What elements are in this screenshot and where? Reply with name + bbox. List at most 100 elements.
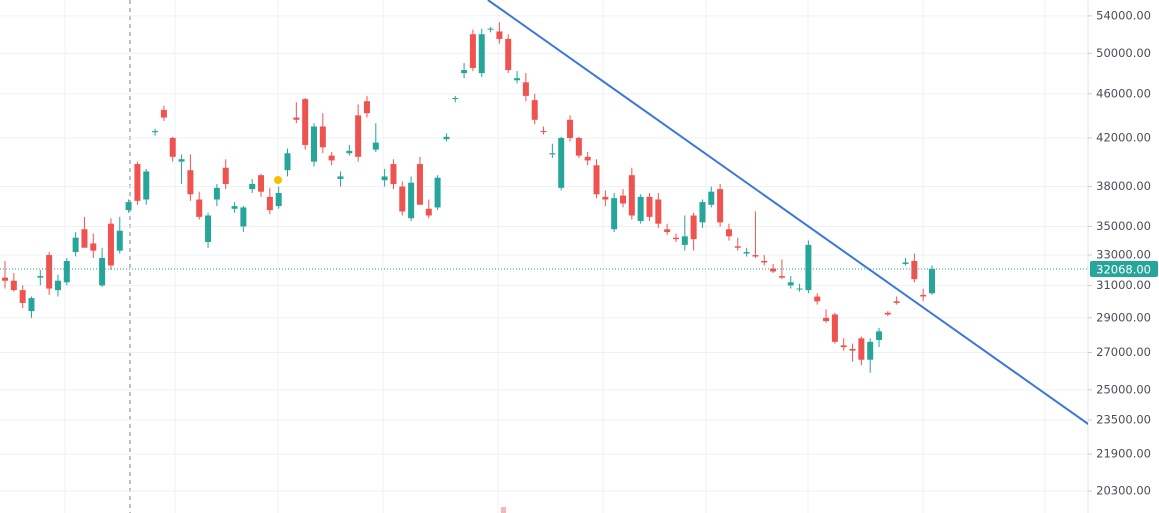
candle-body	[823, 317, 830, 322]
candle-body	[831, 314, 838, 342]
plot	[0, 0, 1088, 492]
candle-body	[637, 196, 644, 221]
candle-body	[575, 137, 582, 156]
candle-body	[567, 119, 574, 138]
candle-body	[275, 192, 282, 207]
price-axis: 54000.00 50000.00 46000.00 42000.00 38000.00…	[1088, 8, 1158, 497]
candle-body	[372, 142, 379, 150]
candle-body	[416, 164, 423, 205]
y-tick-label: 33000.00	[1096, 248, 1151, 262]
candle-body	[867, 341, 874, 360]
candle-body	[620, 195, 626, 204]
candle-body	[240, 207, 247, 227]
candle-body	[752, 255, 759, 257]
candle-body	[858, 338, 865, 360]
candle-body	[505, 38, 512, 71]
candle-body	[549, 153, 556, 155]
candle-body	[160, 109, 167, 118]
candle-body	[390, 164, 397, 184]
candle-body	[90, 243, 97, 251]
candle-body	[840, 345, 847, 348]
trendline	[487, 0, 1088, 426]
candle-body	[717, 189, 724, 223]
y-tick-label: 20300.00	[1096, 483, 1151, 497]
y-tick-label: 23500.00	[1096, 412, 1151, 426]
candle-body	[593, 165, 600, 195]
candle-body	[443, 136, 450, 140]
vertical-grid	[64, 0, 1046, 513]
candle-body	[363, 101, 370, 114]
candle-body	[134, 164, 141, 201]
candle-body	[487, 28, 494, 30]
candle-body	[814, 296, 821, 302]
candle-body	[337, 176, 344, 179]
candle-body	[725, 229, 732, 237]
candle-body	[690, 215, 697, 240]
candle-body	[902, 262, 909, 264]
y-tick-label: 31000.00	[1096, 278, 1151, 292]
y-tick-label: 50000.00	[1096, 46, 1151, 60]
candle-body	[884, 312, 891, 315]
candle-body	[770, 268, 777, 272]
candle-body	[849, 348, 856, 351]
candle-body	[249, 183, 256, 190]
y-tick-label: 54000.00	[1096, 8, 1151, 22]
crosshair-dot	[274, 176, 282, 184]
candle-body	[920, 294, 927, 297]
candle-body	[293, 117, 300, 120]
candle-body	[929, 268, 935, 294]
candle-body	[231, 206, 238, 209]
candle-body	[284, 153, 291, 171]
candle-body	[2, 277, 8, 281]
candle-body	[602, 196, 609, 200]
candle-body	[893, 301, 900, 303]
candle-body	[469, 34, 476, 69]
y-tick-label: 29000.00	[1096, 310, 1151, 324]
candle-body	[761, 260, 768, 263]
candle-body	[584, 156, 591, 161]
y-tick-label: 35000.00	[1096, 219, 1151, 233]
candle-body	[205, 215, 212, 242]
candle-body	[672, 237, 679, 240]
candle-body	[778, 276, 785, 278]
candle-body	[328, 155, 335, 161]
y-tick-label: 25000.00	[1096, 382, 1151, 396]
candle-body	[461, 70, 468, 74]
candle-body	[681, 236, 688, 245]
candle-body	[381, 176, 388, 181]
candle-body	[655, 199, 662, 224]
candle-body	[434, 177, 441, 208]
candle-body	[19, 290, 26, 303]
candle-body	[81, 229, 88, 248]
candle-body	[107, 223, 114, 266]
candle-body	[355, 115, 362, 157]
candle-body	[408, 182, 415, 219]
candle-body	[540, 131, 547, 133]
candle-body	[319, 126, 326, 148]
candle-body	[478, 34, 485, 74]
candle-body	[302, 99, 309, 145]
y-tick-label: 27000.00	[1096, 345, 1151, 359]
candle-body	[734, 246, 741, 248]
y-tick-label: 42000.00	[1096, 130, 1151, 144]
candle-body	[911, 260, 918, 280]
candle-body	[10, 280, 17, 291]
candle-body	[125, 202, 132, 211]
candle-body	[628, 175, 635, 216]
candle-body	[72, 237, 79, 253]
last-price-label: 32068.00	[1096, 262, 1151, 276]
candle-body	[531, 100, 538, 120]
candle-body	[522, 82, 529, 96]
candle-body	[187, 170, 194, 195]
last-price-box	[1090, 260, 1158, 277]
candle-body	[46, 255, 53, 289]
candle-body	[452, 98, 459, 100]
candle-body	[99, 258, 106, 286]
candle-body	[558, 137, 565, 188]
candle-body	[611, 198, 618, 230]
candle-body	[787, 282, 794, 286]
candle-body	[514, 78, 521, 81]
candle-body	[664, 229, 671, 233]
candle-body	[152, 131, 159, 133]
